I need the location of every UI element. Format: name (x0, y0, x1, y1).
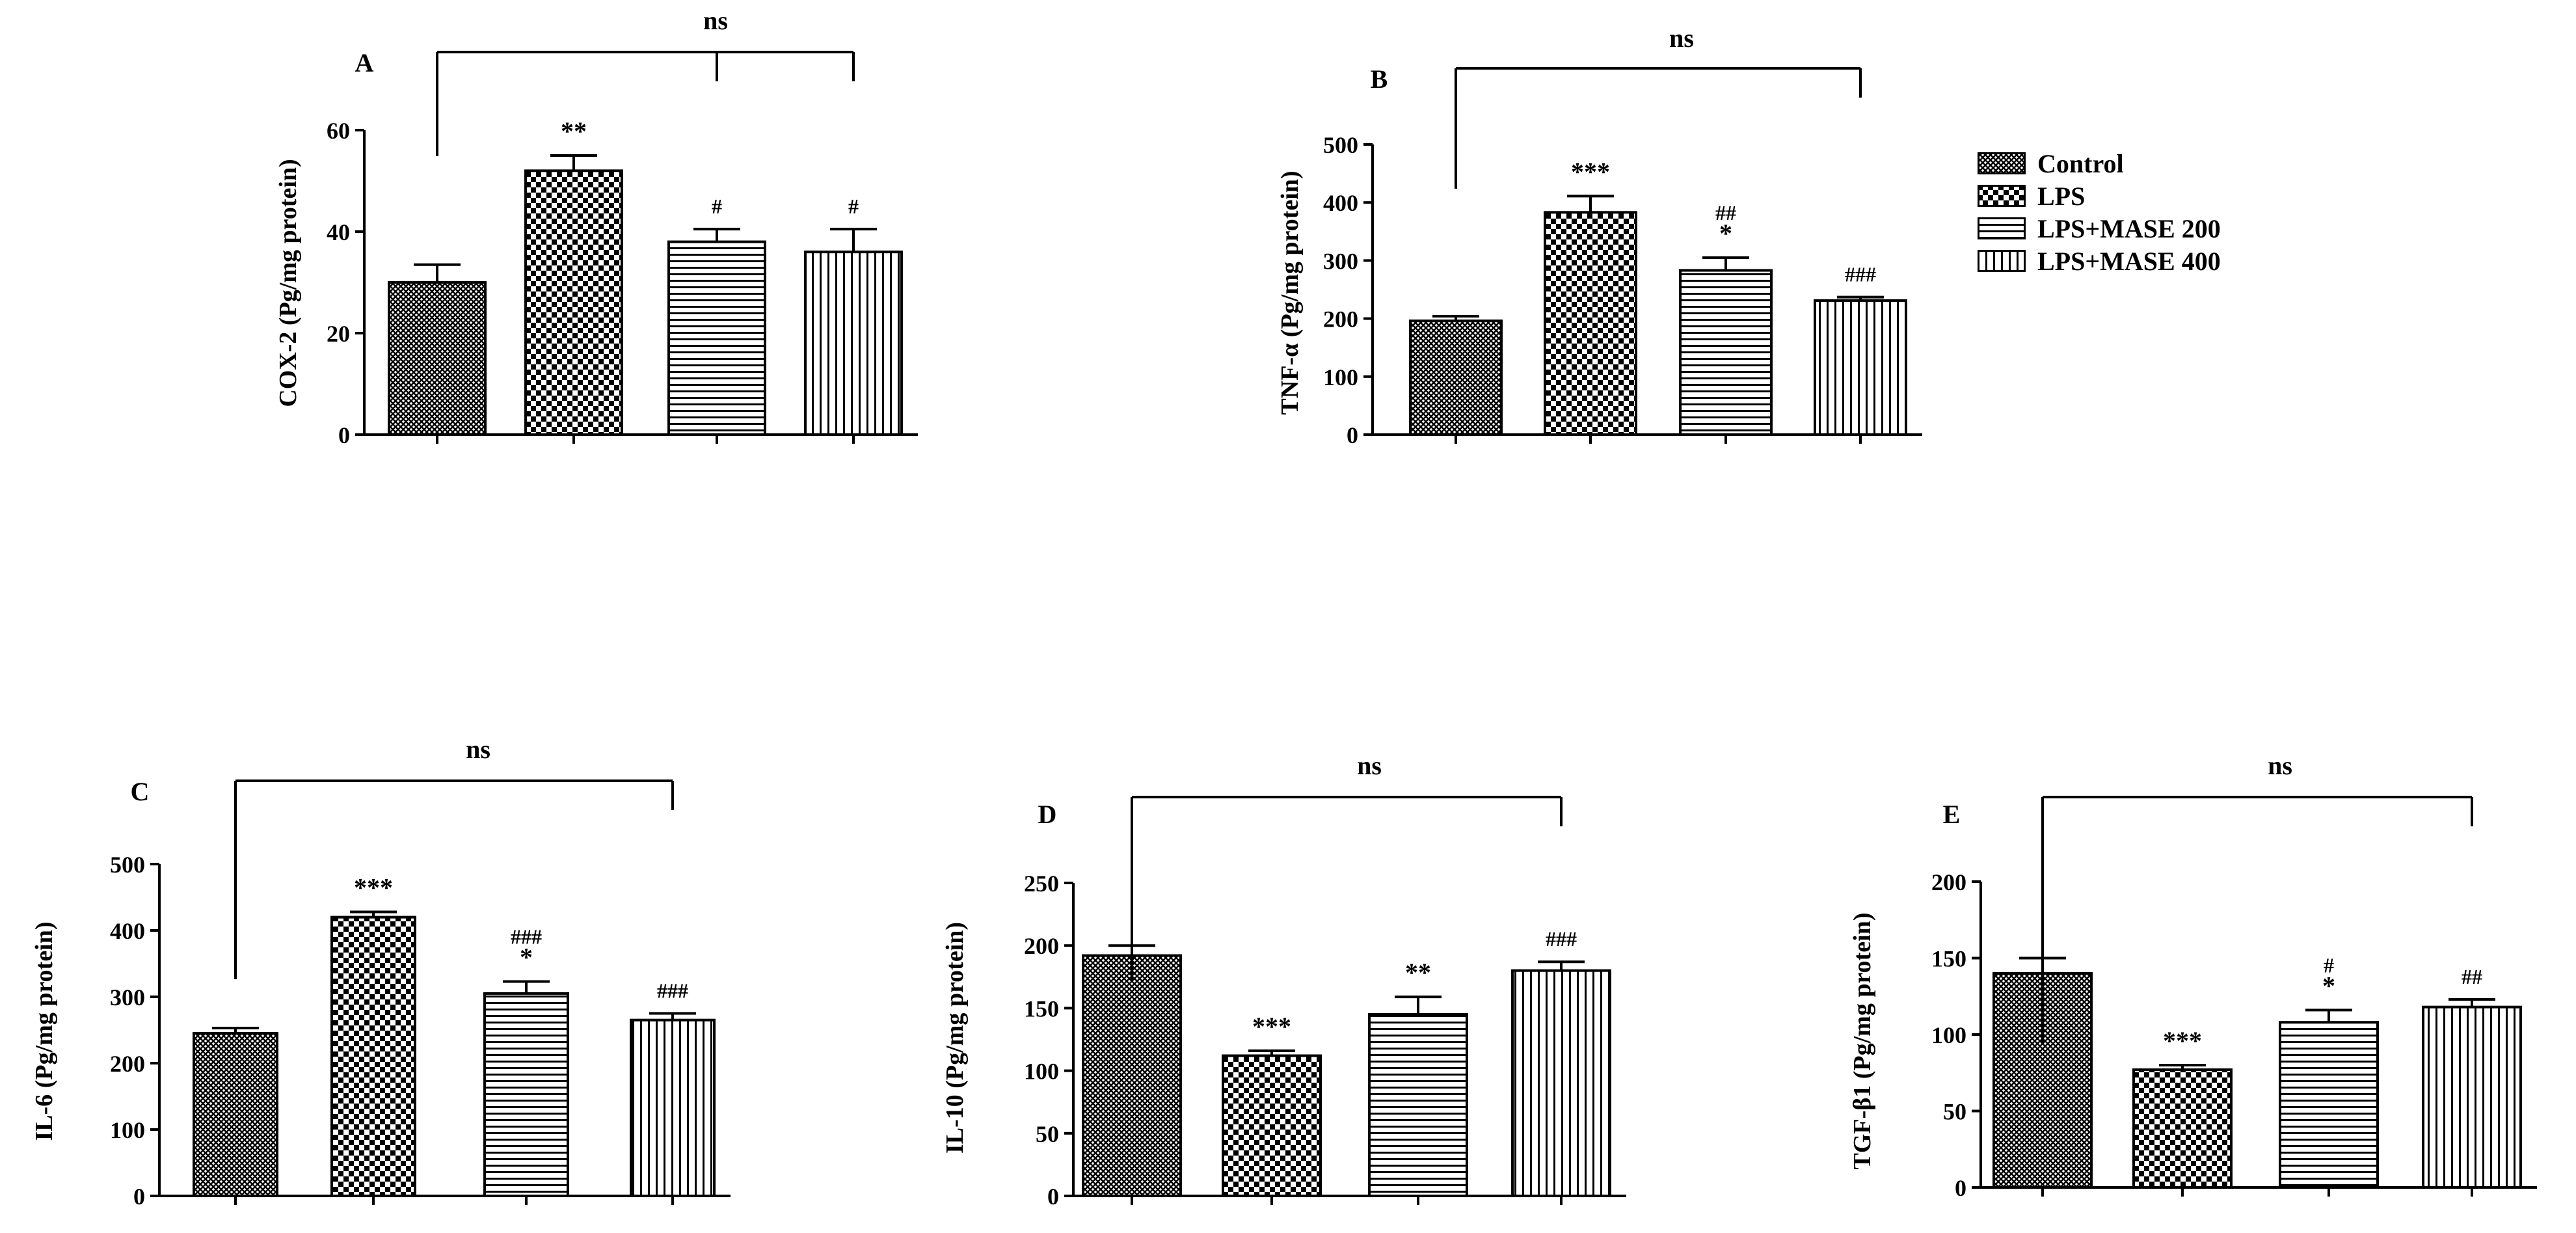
bar (804, 251, 903, 436)
legend-swatch-lps (1978, 185, 2026, 207)
significance-label: *** (2163, 1026, 2202, 1055)
y-tick-label: 0 (338, 422, 350, 448)
legend-item-lps-mase-200: LPS+MASE 200 (1978, 212, 2221, 245)
y-tick-label: 400 (110, 918, 145, 944)
y-tick-label: 20 (327, 321, 350, 347)
significance-label: ### (1546, 927, 1577, 951)
bracket-label: ns (1669, 23, 1694, 53)
significance-label: ## (2462, 965, 2482, 988)
legend-label: LPS+MASE 200 (2037, 213, 2221, 243)
significance-label: ** (1405, 958, 1431, 987)
y-tick-label: 100 (110, 1117, 145, 1143)
bracket-label: ns (1357, 751, 1382, 780)
bar (1679, 269, 1773, 436)
panel-b: B ns TNF-α (Pg/mg protein) 0 100 200 300 400… (1276, 23, 1922, 448)
significance-label: ## (1715, 201, 1736, 224)
legend-swatch-lps-mase-400 (1978, 250, 2026, 272)
y-tick-label: 200 (1323, 306, 1358, 332)
y-tick-label: 50 (1036, 1121, 1059, 1147)
y-tick-label: 150 (1024, 996, 1059, 1022)
panel-label: A (355, 48, 374, 77)
bar (630, 1018, 716, 1197)
legend-item-control: Control (1978, 147, 2221, 180)
legend-label: LPS (2037, 181, 2086, 211)
y-axis-label: IL-10 (Pg/mg protein) (941, 922, 969, 1154)
panel-label: C (131, 777, 150, 806)
bar (1511, 969, 1611, 1198)
bracket-label: ns (2268, 751, 2292, 780)
y-tick-label: 500 (1323, 132, 1358, 158)
bar (1409, 319, 1503, 436)
y-tick-label: 200 (1931, 869, 1966, 895)
panel-label: D (1038, 800, 1057, 829)
y-axis-label: TGF-β1 (Pg/mg protein) (1849, 912, 1876, 1169)
significance-label: ** (561, 116, 587, 146)
bracket-label: ns (703, 6, 728, 35)
y-tick-label: 150 (1931, 946, 1966, 972)
bar (483, 992, 569, 1198)
y-tick-label: 50 (1943, 1099, 1966, 1125)
bar (193, 1032, 278, 1197)
legend-item-lps: LPS (1978, 180, 2221, 212)
bar (1368, 1013, 1468, 1198)
legend-label: LPS+MASE 400 (2037, 246, 2221, 276)
y-tick-label: 300 (1323, 248, 1358, 274)
legend-item-lps-mase-400: LPS+MASE 400 (1978, 245, 2221, 277)
bar (388, 281, 487, 436)
bar (2422, 1005, 2522, 1189)
panel-label: B (1371, 64, 1388, 94)
y-tick-label: 100 (1323, 364, 1358, 390)
bar (1814, 299, 1907, 436)
significance-label: *** (354, 873, 393, 902)
y-tick-label: 60 (327, 118, 350, 144)
significance-label: *** (1571, 157, 1610, 186)
y-tick-label: 0 (1047, 1184, 1059, 1210)
y-tick-label: 400 (1323, 190, 1358, 216)
y-tick-label: 500 (110, 852, 145, 878)
bar (1222, 1054, 1322, 1197)
y-tick-label: 0 (133, 1184, 145, 1210)
y-tick-label: 200 (1024, 933, 1059, 959)
bar (524, 169, 623, 436)
significance-label: ### (511, 925, 542, 949)
y-tick-label: 200 (110, 1051, 145, 1077)
y-tick-label: 0 (1347, 422, 1358, 448)
significance-label: * (1719, 219, 1732, 248)
y-tick-label: 0 (1955, 1175, 1966, 1201)
significance-label: # (2324, 953, 2334, 977)
y-tick-label: 40 (327, 219, 350, 245)
y-axis-label: COX-2 (Pg/mg protein) (275, 159, 302, 407)
bracket-label: ns (466, 735, 490, 764)
significance-label: *** (1252, 1012, 1291, 1041)
bar (330, 915, 416, 1197)
panel-a: A ns COX-2 (Pg/mg protein) 0 20 40 60 ** # # (275, 6, 918, 448)
bar (2132, 1068, 2233, 1189)
panel-label: E (1943, 800, 1961, 829)
y-tick-label: 250 (1024, 871, 1059, 897)
legend-swatch-lps-mase-200 (1978, 217, 2026, 239)
bar (1544, 211, 1637, 436)
significance-label: * (520, 943, 533, 972)
y-axis-label: TNF-α (Pg/mg protein) (1276, 170, 1304, 414)
y-tick-label: 300 (110, 984, 145, 1010)
bar (2279, 1021, 2379, 1189)
panel-d: D ns IL-10 (Pg/mg protein) 0 50 100 150 200 2… (941, 751, 1626, 1210)
significance-label: # (712, 195, 722, 218)
significance-label: * (2322, 971, 2335, 1000)
y-axis-label: IL-6 (Pg/mg protein) (31, 921, 58, 1141)
legend-label: Control (2037, 148, 2124, 178)
legend-swatch-control (1978, 152, 2026, 174)
significance-label: ### (657, 979, 688, 1003)
y-tick-label: 100 (1024, 1059, 1059, 1085)
bar (667, 240, 766, 436)
significance-label: # (848, 195, 859, 218)
significance-label: ### (1845, 263, 1876, 286)
y-tick-label: 100 (1931, 1022, 1966, 1048)
legend: Control LPS LPS+MASE 200 LPS+MASE 400 (1978, 147, 2221, 277)
bar (1082, 954, 1182, 1198)
panel-c: C ns IL-6 (Pg/mg protein) 0 100 200 300 400 5… (31, 735, 731, 1210)
panel-e: E ns TGF-β1 (Pg/mg protein) 0 50 100 150 200… (1849, 751, 2537, 1201)
